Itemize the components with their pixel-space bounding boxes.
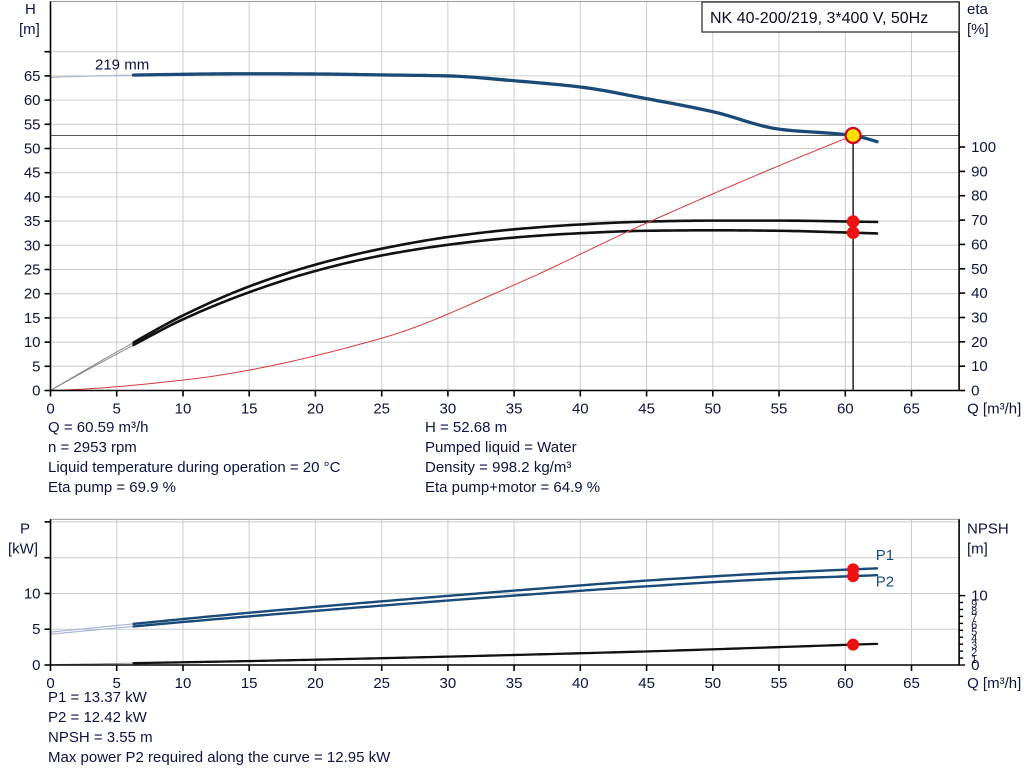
svg-text:20: 20 bbox=[307, 401, 324, 418]
svg-text:20: 20 bbox=[971, 334, 988, 351]
svg-text:Q [m³/h]: Q [m³/h] bbox=[967, 401, 1021, 418]
svg-text:45: 45 bbox=[638, 675, 655, 692]
svg-text:20: 20 bbox=[307, 675, 324, 692]
svg-text:eta: eta bbox=[967, 1, 989, 18]
svg-text:10: 10 bbox=[24, 586, 41, 603]
svg-text:20: 20 bbox=[24, 286, 41, 303]
svg-text:H: H bbox=[25, 1, 36, 18]
svg-text:60: 60 bbox=[837, 401, 854, 418]
svg-text:35: 35 bbox=[506, 401, 523, 418]
svg-text:5: 5 bbox=[32, 621, 40, 638]
svg-text:219 mm: 219 mm bbox=[95, 57, 149, 74]
svg-text:65: 65 bbox=[903, 675, 920, 692]
svg-text:P2: P2 bbox=[876, 573, 894, 590]
svg-text:5: 5 bbox=[32, 358, 40, 375]
svg-text:35: 35 bbox=[24, 213, 41, 230]
svg-text:0: 0 bbox=[32, 657, 40, 674]
svg-text:50: 50 bbox=[971, 261, 988, 278]
svg-text:NPSH: NPSH bbox=[967, 520, 1009, 537]
svg-text:30: 30 bbox=[440, 675, 457, 692]
svg-text:[m]: [m] bbox=[967, 540, 988, 557]
svg-text:0: 0 bbox=[32, 383, 40, 400]
svg-text:50: 50 bbox=[704, 675, 721, 692]
svg-text:NK 40-200/219, 3*400 V, 50Hz: NK 40-200/219, 3*400 V, 50Hz bbox=[710, 10, 928, 27]
svg-text:50: 50 bbox=[704, 401, 721, 418]
svg-text:45: 45 bbox=[638, 401, 655, 418]
svg-text:10: 10 bbox=[175, 401, 192, 418]
svg-text:0: 0 bbox=[46, 401, 54, 418]
svg-text:25: 25 bbox=[373, 675, 390, 692]
svg-text:0: 0 bbox=[971, 383, 979, 400]
svg-text:P: P bbox=[20, 520, 30, 537]
svg-text:Q [m³/h]: Q [m³/h] bbox=[967, 675, 1021, 692]
svg-text:40: 40 bbox=[572, 401, 589, 418]
svg-text:65: 65 bbox=[24, 68, 41, 85]
svg-text:10: 10 bbox=[175, 675, 192, 692]
svg-text:10: 10 bbox=[971, 358, 988, 375]
svg-text:35: 35 bbox=[506, 675, 523, 692]
svg-text:40: 40 bbox=[24, 189, 41, 206]
svg-text:55: 55 bbox=[24, 116, 41, 133]
svg-text:25: 25 bbox=[373, 401, 390, 418]
svg-text:90: 90 bbox=[971, 163, 988, 180]
svg-text:80: 80 bbox=[971, 188, 988, 205]
svg-text:15: 15 bbox=[241, 675, 258, 692]
svg-text:[m]: [m] bbox=[19, 21, 40, 38]
svg-text:30: 30 bbox=[440, 401, 457, 418]
svg-text:45: 45 bbox=[24, 165, 41, 182]
svg-text:60: 60 bbox=[24, 92, 41, 109]
svg-text:15: 15 bbox=[241, 401, 258, 418]
svg-text:40: 40 bbox=[971, 285, 988, 302]
svg-text:60: 60 bbox=[971, 236, 988, 253]
svg-text:30: 30 bbox=[24, 237, 41, 254]
svg-text:[%]: [%] bbox=[967, 21, 989, 38]
svg-text:10: 10 bbox=[24, 334, 41, 351]
svg-text:100: 100 bbox=[971, 139, 996, 156]
svg-text:50: 50 bbox=[24, 141, 41, 158]
svg-text:55: 55 bbox=[771, 401, 788, 418]
svg-text:5: 5 bbox=[113, 401, 121, 418]
svg-text:60: 60 bbox=[837, 675, 854, 692]
svg-text:[kW]: [kW] bbox=[8, 540, 38, 557]
svg-text:25: 25 bbox=[24, 262, 41, 279]
svg-text:70: 70 bbox=[971, 212, 988, 229]
svg-text:P1: P1 bbox=[876, 547, 894, 564]
svg-text:30: 30 bbox=[971, 310, 988, 327]
svg-text:9: 9 bbox=[971, 599, 977, 611]
svg-text:40: 40 bbox=[572, 675, 589, 692]
svg-text:15: 15 bbox=[24, 310, 41, 327]
svg-text:65: 65 bbox=[903, 401, 920, 418]
svg-text:55: 55 bbox=[771, 675, 788, 692]
